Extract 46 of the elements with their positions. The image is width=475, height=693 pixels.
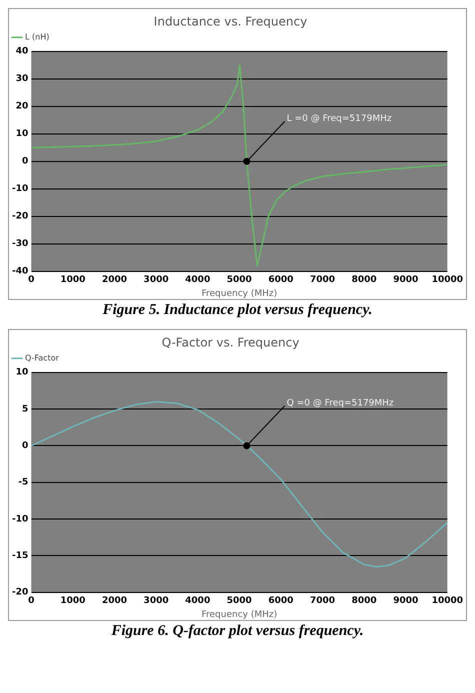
x-tick-label: 6000 xyxy=(268,275,294,286)
y-tick-label: 10 xyxy=(16,368,28,378)
annotation: Q =0 @ Freq=5179MHz xyxy=(286,398,394,409)
caption: Figure 5. Inductance plot versus frequency. xyxy=(102,302,374,319)
x-tick-label: 1000 xyxy=(60,596,86,606)
x-tick-label: 4000 xyxy=(185,596,210,606)
y-tick-label: 5 xyxy=(22,404,28,414)
x-tick-label: 9000 xyxy=(393,596,418,606)
y-tick-label: -10 xyxy=(12,184,28,194)
annotation: L =0 @ Freq=5179MHz xyxy=(286,114,392,124)
x-tick-label: 10000 xyxy=(432,275,463,286)
y-tick-label: -5 xyxy=(18,478,28,488)
x-tick-label: 6000 xyxy=(268,596,294,606)
y-tick-label: 30 xyxy=(16,74,28,84)
x-tick-label: 7000 xyxy=(310,275,336,286)
x-tick-label: 3000 xyxy=(144,275,169,286)
legend-label: L (nH) xyxy=(25,32,50,42)
y-tick-label: -20 xyxy=(12,588,28,598)
y-tick-label: -30 xyxy=(12,239,28,250)
x-tick-label: 2000 xyxy=(102,275,128,286)
x-tick-label: 10000 xyxy=(432,596,463,606)
x-tick-label: 5000 xyxy=(226,596,252,606)
y-tick-label: 20 xyxy=(16,102,28,112)
y-tick-label: -15 xyxy=(12,551,28,562)
y-tick-label: 0 xyxy=(22,441,28,452)
y-tick-label: 40 xyxy=(16,46,28,57)
x-axis-title: Frequency (MHz) xyxy=(201,610,278,620)
x-tick-label: 1000 xyxy=(60,275,86,286)
x-tick-label: 7000 xyxy=(310,596,336,606)
x-tick-label: 2000 xyxy=(102,596,128,606)
y-tick-label: -10 xyxy=(12,514,28,524)
y-tick-label: -20 xyxy=(12,212,28,222)
x-axis-title: Frequency (MHz) xyxy=(201,288,278,299)
x-tick-label: 9000 xyxy=(393,275,418,286)
y-tick-label: 10 xyxy=(16,129,28,140)
x-tick-label: 3000 xyxy=(144,596,169,606)
legend-label: Q-Factor xyxy=(25,353,60,362)
x-tick-label: 8000 xyxy=(352,275,377,286)
x-tick-label: 4000 xyxy=(185,275,210,286)
caption: Figure 6. Q-factor plot versus frequency. xyxy=(110,623,365,640)
chart-title: Inductance vs. Frequency xyxy=(154,14,308,28)
x-tick-label: 8000 xyxy=(352,596,377,606)
y-tick-label: -40 xyxy=(12,266,28,277)
x-tick-label: 5000 xyxy=(226,275,252,286)
y-tick-label: 0 xyxy=(22,156,28,167)
chart-title: Q-Factor vs. Frequency xyxy=(162,335,300,350)
